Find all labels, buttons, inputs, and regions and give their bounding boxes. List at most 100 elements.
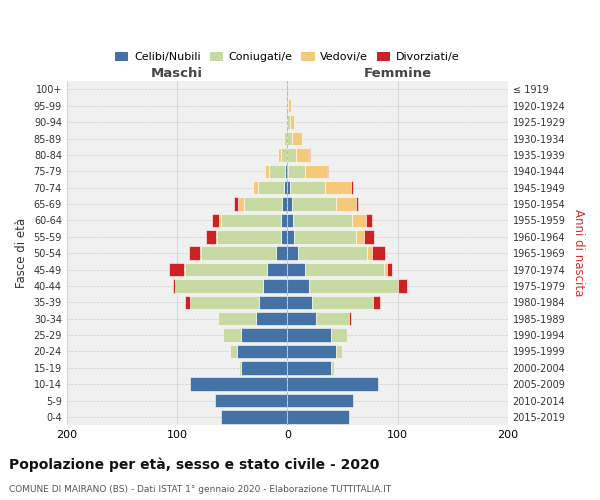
Bar	[287, 214, 293, 227]
Bar	[281, 214, 287, 227]
Bar	[287, 99, 289, 112]
Bar	[298, 246, 367, 260]
Text: Popolazione per età, sesso e stato civile - 2020: Popolazione per età, sesso e stato civil…	[9, 458, 379, 472]
Bar	[310, 279, 398, 292]
Bar	[373, 296, 380, 309]
Bar	[190, 296, 259, 309]
Bar	[263, 279, 287, 292]
Bar	[287, 279, 310, 292]
Bar	[336, 198, 356, 211]
Bar	[239, 361, 241, 374]
Bar	[316, 312, 349, 326]
Bar	[287, 198, 292, 211]
Y-axis label: Anni di nascita: Anni di nascita	[572, 210, 585, 297]
Bar	[352, 214, 365, 227]
Bar	[294, 230, 356, 243]
Bar	[284, 132, 287, 145]
Bar	[265, 164, 269, 178]
Bar	[259, 296, 287, 309]
Bar	[241, 361, 287, 374]
Bar	[287, 148, 296, 162]
Bar	[364, 230, 374, 243]
Bar	[287, 344, 336, 358]
Bar	[223, 328, 241, 342]
Bar	[287, 410, 349, 424]
Bar	[190, 378, 287, 391]
Bar	[283, 132, 284, 145]
Bar	[325, 181, 351, 194]
Bar	[287, 263, 305, 276]
Bar	[269, 164, 285, 178]
Bar	[169, 263, 184, 276]
Bar	[287, 181, 290, 194]
Bar	[268, 263, 287, 276]
Text: Femmine: Femmine	[364, 68, 431, 80]
Text: COMUNE DI MAIRANO (BS) - Dati ISTAT 1° gennaio 2020 - Elaborazione TUTTITALIA.IT: COMUNE DI MAIRANO (BS) - Dati ISTAT 1° g…	[9, 485, 391, 494]
Bar	[281, 148, 287, 162]
Text: Maschi: Maschi	[151, 68, 203, 80]
Bar	[289, 99, 290, 112]
Bar	[215, 230, 217, 243]
Bar	[336, 344, 343, 358]
Bar	[173, 279, 175, 292]
Bar	[331, 361, 334, 374]
Bar	[296, 148, 310, 162]
Bar	[215, 394, 287, 407]
Bar	[287, 230, 294, 243]
Bar	[287, 312, 316, 326]
Bar	[185, 263, 268, 276]
Bar	[331, 328, 347, 342]
Bar	[287, 246, 298, 260]
Bar	[217, 230, 281, 243]
Bar	[290, 116, 294, 129]
Bar	[219, 214, 221, 227]
Bar	[356, 230, 364, 243]
Bar	[206, 230, 215, 243]
Bar	[372, 246, 385, 260]
Bar	[292, 132, 302, 145]
Bar	[293, 214, 352, 227]
Bar	[327, 164, 328, 178]
Bar	[356, 198, 358, 211]
Bar	[221, 214, 281, 227]
Bar	[311, 296, 373, 309]
Bar	[287, 296, 311, 309]
Bar	[287, 361, 331, 374]
Bar	[286, 116, 287, 129]
Bar	[287, 132, 292, 145]
Bar	[221, 410, 287, 424]
Bar	[202, 246, 276, 260]
Bar	[398, 279, 407, 292]
Bar	[282, 198, 287, 211]
Bar	[287, 164, 289, 178]
Bar	[238, 198, 244, 211]
Bar	[218, 312, 256, 326]
Bar	[281, 230, 287, 243]
Bar	[257, 181, 284, 194]
Bar	[292, 198, 336, 211]
Bar	[305, 164, 327, 178]
Bar	[287, 394, 353, 407]
Bar	[287, 378, 378, 391]
Bar	[349, 312, 351, 326]
Bar	[284, 181, 287, 194]
Bar	[287, 116, 290, 129]
Bar	[230, 344, 236, 358]
Bar	[351, 181, 353, 194]
Bar	[253, 181, 257, 194]
Legend: Celibi/Nubili, Coniugati/e, Vedovi/e, Divorziati/e: Celibi/Nubili, Coniugati/e, Vedovi/e, Di…	[110, 47, 464, 66]
Bar	[365, 214, 372, 227]
Bar	[285, 164, 287, 178]
Bar	[235, 198, 238, 211]
Bar	[367, 246, 372, 260]
Bar	[256, 312, 287, 326]
Bar	[386, 263, 392, 276]
Bar	[305, 263, 385, 276]
Bar	[236, 344, 287, 358]
Bar	[200, 246, 202, 260]
Bar	[244, 198, 282, 211]
Bar	[241, 328, 287, 342]
Bar	[189, 246, 200, 260]
Bar	[289, 164, 305, 178]
Bar	[184, 263, 185, 276]
